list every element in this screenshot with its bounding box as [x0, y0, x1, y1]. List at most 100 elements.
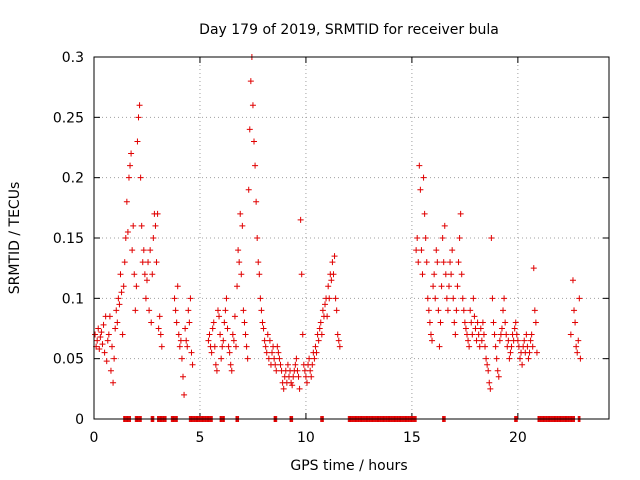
data-point [439, 235, 446, 241]
data-point [217, 331, 224, 338]
data-point [232, 343, 239, 350]
data-point [276, 355, 283, 362]
data-point [225, 343, 232, 350]
data-point [252, 162, 259, 169]
data-point [451, 319, 458, 326]
data-point [423, 259, 430, 266]
data-point [456, 235, 463, 241]
data-point [231, 313, 238, 320]
data-point [239, 222, 246, 229]
data-point [333, 307, 340, 314]
data-point [111, 355, 118, 362]
data-point [316, 325, 323, 332]
data-points [92, 54, 584, 422]
x-axis-label: GPS time / hours [290, 458, 407, 474]
data-point [294, 367, 301, 374]
data-point [238, 271, 245, 278]
y-tick-label: 0.05 [53, 352, 84, 368]
data-point [185, 307, 192, 314]
data-point [502, 319, 509, 326]
data-point [528, 331, 535, 338]
data-point [461, 319, 468, 326]
data-point [226, 349, 233, 356]
data-point [297, 216, 304, 223]
data-point [485, 367, 492, 374]
data-point [435, 307, 442, 314]
data-point [112, 325, 119, 332]
data-point [433, 247, 440, 254]
x-tick-label: 0 [90, 430, 99, 446]
data-point [322, 301, 329, 308]
data-point [313, 349, 320, 356]
data-point [121, 259, 128, 266]
data-point [466, 343, 473, 350]
data-point [475, 331, 482, 338]
data-point [486, 379, 493, 386]
data-point [214, 307, 221, 314]
data-point [251, 138, 258, 145]
data-point [302, 373, 309, 380]
data-point [452, 331, 459, 338]
data-point [490, 319, 497, 326]
data-point [483, 355, 490, 362]
data-point [188, 349, 195, 356]
data-point [211, 343, 218, 350]
data-point [263, 349, 270, 356]
data-point [175, 331, 182, 338]
data-point [531, 307, 538, 314]
data-point [303, 379, 310, 386]
data-point [97, 333, 104, 340]
data-point [427, 331, 434, 338]
data-point [437, 319, 444, 326]
data-point [280, 385, 287, 392]
data-point [136, 102, 143, 109]
data-point [526, 349, 533, 356]
data-point [148, 319, 155, 326]
data-point [114, 319, 121, 326]
data-point [132, 307, 139, 314]
data-point [468, 319, 475, 326]
data-point [420, 174, 427, 181]
data-point [328, 277, 335, 284]
data-point [257, 295, 264, 302]
data-point [459, 295, 466, 302]
data-point [212, 361, 219, 368]
data-point [128, 150, 135, 157]
data-point [223, 295, 230, 302]
data-point [274, 343, 281, 350]
data-point [158, 343, 165, 350]
data-point [103, 358, 110, 365]
data-point [498, 325, 505, 332]
data-point [329, 259, 336, 266]
data-point [184, 343, 191, 350]
data-point [495, 373, 502, 380]
data-point [182, 325, 189, 332]
data-point [301, 367, 308, 374]
data-point [183, 337, 190, 344]
data-point [574, 349, 581, 356]
chart-title: Day 179 of 2019, SRMTID for receiver bul… [199, 22, 499, 38]
y-tick-label: 0.2 [62, 171, 84, 187]
data-point [416, 162, 423, 169]
data-point [142, 295, 149, 302]
data-point [505, 337, 512, 344]
data-point [244, 355, 251, 362]
x-tick-label: 5 [196, 430, 205, 446]
data-point [315, 337, 322, 344]
data-point [298, 271, 305, 278]
data-point [523, 331, 530, 338]
data-point [96, 346, 103, 353]
data-point [120, 283, 127, 290]
data-point [415, 259, 422, 266]
data-point [98, 329, 105, 336]
data-point [150, 235, 157, 241]
data-point [230, 337, 237, 344]
data-point [135, 114, 142, 121]
data-point [444, 307, 451, 314]
data-point [134, 138, 141, 145]
data-point [189, 361, 196, 368]
data-point [330, 271, 337, 278]
data-point [308, 373, 315, 380]
data-point [237, 210, 244, 217]
data-point [506, 355, 513, 362]
